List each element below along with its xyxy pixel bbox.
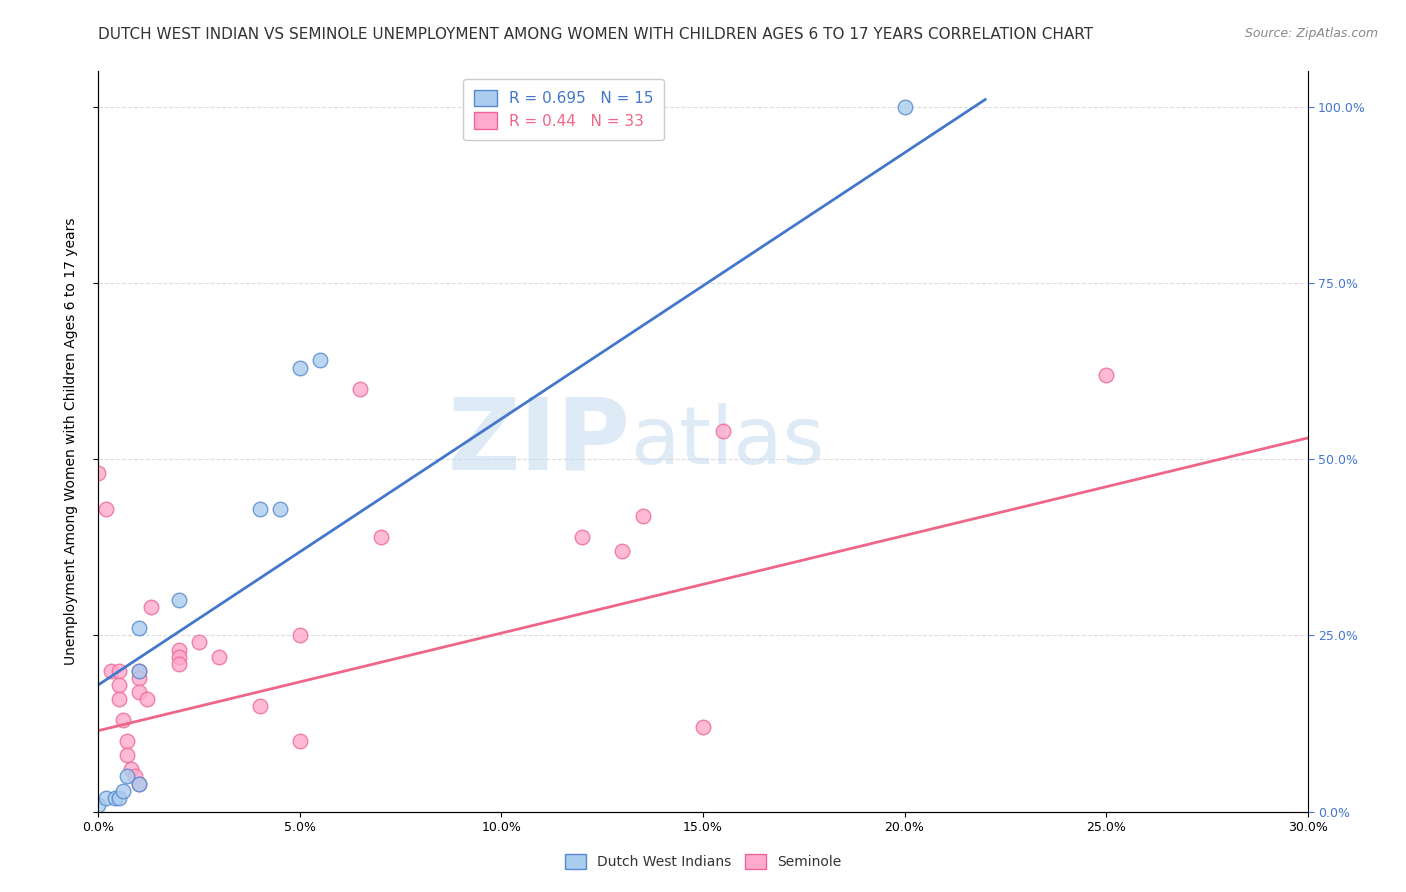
Point (111, 713, 134, 727)
Point (111, 783, 134, 797)
Point (167, 642, 190, 657)
Point (87, 797, 110, 812)
Point (288, 628, 311, 642)
Point (87, 467, 110, 481)
Point (96, 501, 118, 516)
Point (103, 790, 125, 805)
Point (249, 698, 271, 713)
Point (107, 692, 129, 706)
Point (115, 748, 138, 763)
Point (692, 720, 714, 734)
Point (631, 508, 654, 523)
Point (309, 353, 332, 368)
Point (288, 734, 311, 748)
Point (124, 769, 146, 783)
Point (128, 776, 150, 790)
Point (128, 664, 150, 678)
Point (135, 692, 157, 706)
Point (612, 544, 634, 558)
Point (128, 621, 150, 635)
Point (208, 649, 231, 664)
Text: atlas: atlas (630, 402, 825, 481)
Text: DUTCH WEST INDIAN VS SEMINOLE UNEMPLOYMENT AMONG WOMEN WITH CHILDREN AGES 6 TO 1: DUTCH WEST INDIAN VS SEMINOLE UNEMPLOYME… (98, 27, 1094, 42)
Point (100, 664, 122, 678)
Text: ZIP: ZIP (447, 393, 630, 490)
Point (128, 671, 150, 685)
Point (370, 530, 392, 544)
Point (349, 382, 371, 396)
Point (107, 664, 129, 678)
Point (188, 635, 211, 649)
Legend: Dutch West Indians, Seminole: Dutch West Indians, Seminole (555, 844, 851, 879)
Point (139, 600, 162, 615)
Point (167, 649, 190, 664)
Point (128, 685, 150, 699)
Point (128, 776, 150, 790)
Point (1095, 368, 1118, 382)
Point (167, 593, 190, 607)
Point (115, 734, 138, 748)
Point (128, 664, 150, 678)
Point (167, 657, 190, 671)
Point (893, 100, 915, 114)
Point (571, 530, 593, 544)
Point (107, 790, 129, 805)
Point (249, 501, 271, 516)
Point (269, 501, 291, 516)
Point (711, 424, 734, 438)
Point (120, 763, 142, 777)
Text: Source: ZipAtlas.com: Source: ZipAtlas.com (1244, 27, 1378, 40)
Point (115, 769, 138, 783)
Point (107, 678, 129, 692)
Y-axis label: Unemployment Among Women with Children Ages 6 to 17 years: Unemployment Among Women with Children A… (63, 218, 77, 665)
Point (288, 360, 311, 375)
Point (96, 790, 118, 805)
